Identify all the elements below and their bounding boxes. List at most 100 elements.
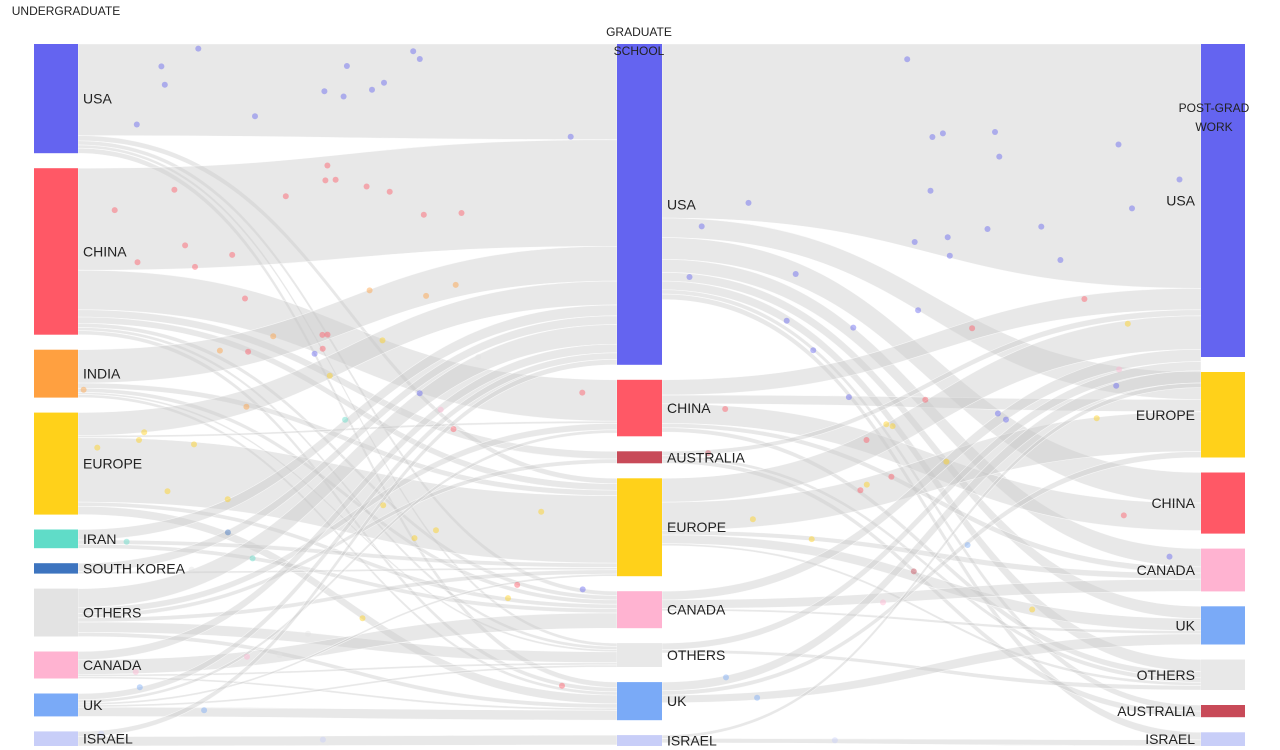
particle-dot <box>192 263 198 270</box>
node-label-pw-china: CHINA <box>1151 495 1195 511</box>
flow-link-ug-others-to-gs-australia <box>77 458 618 619</box>
particle-dot <box>538 508 545 515</box>
column-titles: UNDERGRADUATE GRADUATE SCHOOL POST-GRAD WORK <box>12 4 1250 134</box>
node-label-ug-israel: ISRAEL <box>83 731 133 747</box>
node-bar-ug-china <box>34 168 78 335</box>
particle-dot <box>94 444 101 451</box>
particle-dot <box>311 350 318 357</box>
particle-dot <box>161 81 168 88</box>
particle-dot <box>946 252 953 259</box>
particle-dot <box>363 183 370 190</box>
flow-link-ug-israel-to-gs-israel <box>77 734 618 747</box>
particle-dot <box>1124 320 1131 327</box>
particle-dot <box>943 458 950 465</box>
particle-dot <box>904 56 911 63</box>
node-label-pw-usa: USA <box>1166 193 1195 209</box>
particle-dot <box>831 737 838 744</box>
particle-dot <box>380 502 387 509</box>
particle-dot <box>111 207 118 214</box>
particle-dot <box>505 595 511 602</box>
particle-dot <box>136 437 142 443</box>
particle-dot <box>359 615 366 622</box>
particle-dot <box>191 441 197 448</box>
particle-dot <box>850 324 857 331</box>
flow-link-gs-australia-to-pw-australia <box>661 458 1202 718</box>
particle-dot <box>410 48 417 55</box>
node-bar-pw-canada <box>1201 548 1245 592</box>
particle-dot <box>386 188 393 195</box>
node-bar-ug-iran <box>34 529 78 549</box>
column-title-1-line-0: GRADUATE <box>606 25 672 39</box>
node-label-pw-europe: EUROPE <box>1136 407 1195 423</box>
particle-dot <box>420 211 427 218</box>
flow-link-gs-others-to-pw-others <box>661 649 1202 691</box>
column-title-2-line-1: WORK <box>1195 120 1232 134</box>
particle-dot <box>1029 606 1036 613</box>
node-label-ug-canada: CANADA <box>83 657 142 673</box>
particle-dot <box>458 210 465 216</box>
particle-dot <box>567 133 574 140</box>
node-label-pw-australia: AUSTRALIA <box>1117 703 1195 719</box>
particle-dot <box>321 88 328 95</box>
particle-dot <box>863 481 870 488</box>
particle-dot <box>792 271 799 277</box>
particle-dot <box>1003 416 1009 423</box>
particle-dot <box>1129 205 1135 212</box>
node-bar-pw-china <box>1201 472 1245 534</box>
particle-dot <box>224 529 231 536</box>
particle-dot <box>1065 390 1072 397</box>
particle-dot <box>686 274 693 280</box>
node-label-pw-uk: UK <box>1176 617 1196 633</box>
particle-dot <box>857 487 864 494</box>
particle-dot <box>366 287 373 294</box>
particle-dot <box>810 347 817 354</box>
node-bar-gs-uk <box>617 682 662 721</box>
particle-dot <box>335 594 342 601</box>
particle-dot <box>133 121 140 128</box>
node-bar-pw-uk <box>1201 606 1245 645</box>
particle-dot <box>416 56 423 62</box>
node-bars <box>34 44 1245 746</box>
particle-dot <box>195 45 202 52</box>
node-bar-ug-others <box>34 588 78 637</box>
particle-dot <box>939 130 946 137</box>
particle-dot <box>381 79 387 86</box>
particle-dot <box>450 426 457 433</box>
node-label-gs-usa: USA <box>667 196 696 212</box>
particle-dot <box>216 347 223 354</box>
particle-dot <box>98 730 105 737</box>
flow-link-ug-usa-to-gs-usa <box>77 43 618 140</box>
particle-dot <box>433 527 439 534</box>
particle-dot <box>880 599 886 606</box>
particle-dot <box>911 239 918 245</box>
node-label-ug-china: CHINA <box>83 244 127 260</box>
particle-dot <box>282 193 289 200</box>
particle-dot <box>1116 366 1123 373</box>
node-bar-pw-europe <box>1201 372 1245 458</box>
particle-dot <box>579 586 586 593</box>
particle-dot <box>158 63 165 70</box>
particle-dot <box>252 113 258 120</box>
particle-dot <box>722 406 729 412</box>
particle-dot <box>452 281 459 288</box>
particle-dot <box>579 389 586 396</box>
node-label-ug-europe: EUROPE <box>83 456 142 472</box>
particle-dot <box>276 652 283 659</box>
node-bar-pw-others <box>1201 659 1245 690</box>
particle-dot <box>340 93 347 100</box>
particle-dot <box>182 242 189 249</box>
particle-dot <box>1057 257 1064 263</box>
node-bar-gs-israel <box>617 735 662 746</box>
column-title-2-line-0: POST-GRAD <box>1179 101 1250 115</box>
particle-dot <box>754 694 761 701</box>
particle-dot <box>1115 141 1122 148</box>
node-label-ug-usa: USA <box>83 91 112 107</box>
node-bar-ug-india <box>34 349 78 398</box>
particle-dot <box>243 403 250 410</box>
particle-dot <box>322 177 329 184</box>
node-labels: USA CHINA INDIA EUROPE IRAN SOUTH KOREA OTHERS… <box>83 91 1196 749</box>
node-label-gs-canada: CANADA <box>667 602 726 618</box>
node-bar-pw-israel <box>1201 732 1245 746</box>
node-label-ug-south-korea: SOUTH KOREA <box>83 560 186 576</box>
